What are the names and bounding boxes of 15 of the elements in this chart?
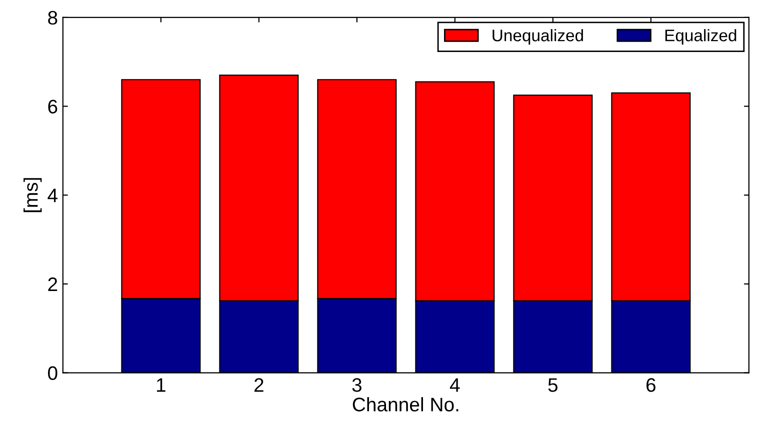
x-tick-label: 1 xyxy=(156,378,166,392)
x-tick-label: 5 xyxy=(548,378,558,392)
x-axis-title: Channel No. xyxy=(352,397,458,412)
x-tick-label: 6 xyxy=(646,378,656,392)
y-tick-label: 0 xyxy=(48,366,58,380)
y-axis-title: [ms] xyxy=(24,178,42,212)
legend-label: Equalized xyxy=(665,29,736,45)
x-tick-label: 3 xyxy=(352,378,362,392)
legend-label: Unequalized xyxy=(492,29,583,45)
y-tick-label: 6 xyxy=(48,100,58,114)
x-tick-label: 4 xyxy=(450,378,460,392)
x-tick-label: 2 xyxy=(254,378,264,392)
y-tick-label: 2 xyxy=(48,277,58,291)
y-tick-label: 8 xyxy=(48,10,58,25)
y-tick-label: 4 xyxy=(48,188,58,202)
